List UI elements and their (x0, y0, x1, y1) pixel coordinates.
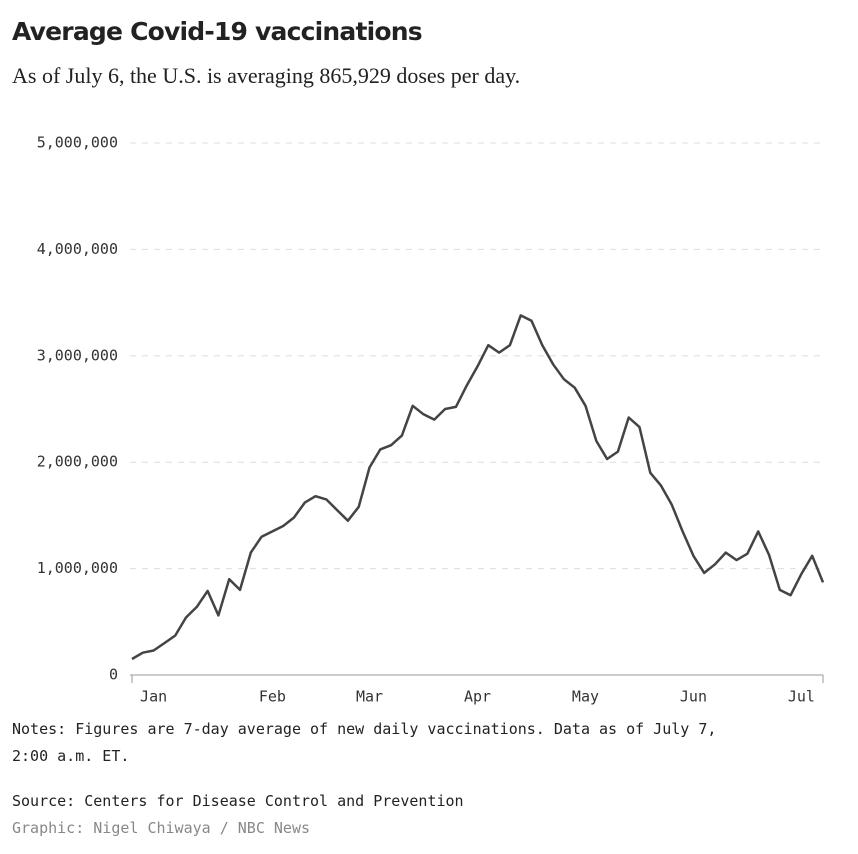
x-tick-label: Feb (259, 688, 286, 706)
x-tick-label: Mar (356, 688, 383, 706)
x-tick-label: Jan (140, 688, 167, 706)
source: Source: Centers for Disease Control and … (12, 792, 464, 810)
data-line (131, 314, 825, 661)
notes: 2:00 a.m. ET. (12, 747, 129, 765)
y-tick-label: 0 (109, 666, 118, 684)
chart-title: Average Covid-19 vaccinations (12, 17, 422, 46)
notes: Notes: Figures are 7-day average of new … (12, 720, 716, 738)
x-tick-label: May (572, 688, 599, 706)
x-tick-label: Jun (680, 688, 707, 706)
chart-subtitle: As of July 6, the U.S. is averaging 865,… (12, 63, 520, 88)
y-tick-label: 3,000,000 (37, 346, 118, 364)
y-tick-label: 4,000,000 (37, 240, 118, 258)
y-tick-label: 2,000,000 (37, 453, 118, 471)
y-tick-label: 5,000,000 (37, 134, 118, 152)
credit: Graphic: Nigel Chiwaya / NBC News (12, 819, 310, 837)
x-tick-label: Apr (464, 688, 491, 706)
y-tick-label: 1,000,000 (37, 559, 118, 577)
x-tick-label: Jul (788, 688, 815, 706)
